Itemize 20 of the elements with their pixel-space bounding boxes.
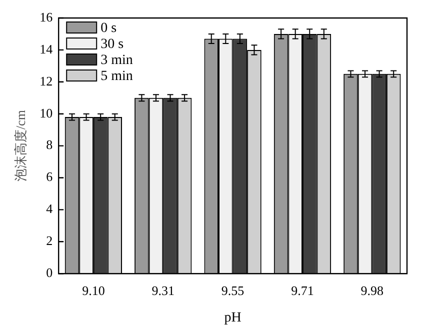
x-axis-title: pH (224, 310, 242, 326)
legend-label: 0 s (100, 21, 117, 36)
legend-label: 5 min (100, 69, 133, 84)
y-tick-label: 14 (40, 41, 54, 56)
y-tick-label: 6 (46, 169, 54, 184)
y-axis-title: 泡沫高度/cm (13, 110, 28, 182)
x-tick-label: 9.10 (82, 282, 105, 298)
y-tick-label: 16 (40, 9, 54, 24)
x-tick-label: 9.98 (360, 282, 384, 298)
legend-label: 3 min (100, 53, 133, 68)
y-tick-label: 8 (46, 137, 53, 152)
y-tick-label: 4 (46, 201, 54, 216)
y-tick-label: 0 (46, 265, 53, 280)
y-tick-label: 2 (46, 233, 53, 248)
x-tick-label: 9.55 (221, 282, 244, 298)
x-tick-label: 9.71 (291, 282, 314, 298)
x-tick-label: 9.31 (152, 282, 174, 298)
legend-label: 30 s (100, 37, 124, 52)
y-tick-label: 10 (40, 105, 53, 120)
y-tick-label: 12 (40, 73, 53, 88)
